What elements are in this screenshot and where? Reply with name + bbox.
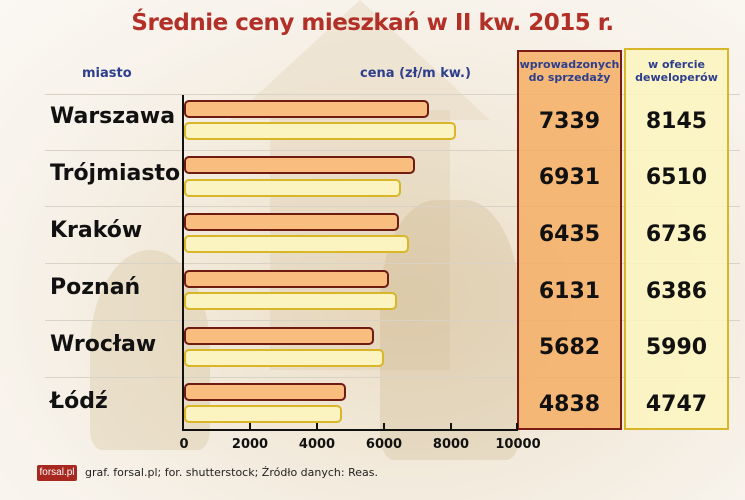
x-tick xyxy=(249,423,251,430)
bar-for-sale xyxy=(184,327,374,345)
row-divider xyxy=(45,320,740,321)
bar-developer-offer xyxy=(184,122,456,140)
value-for-sale: 4838 xyxy=(538,392,601,417)
value-developer-offer: 6736 xyxy=(645,222,708,247)
x-axis xyxy=(182,429,518,431)
column-developer-offer-header: w ofercie deweloperów xyxy=(635,58,718,84)
x-tick-label: 8000 xyxy=(432,437,470,452)
row-divider xyxy=(45,206,740,207)
bar-developer-offer xyxy=(184,235,409,253)
bar-developer-offer xyxy=(184,179,401,197)
forsal-logo: forsal.pl xyxy=(37,465,77,481)
header-price: cena (zł/m kw.) xyxy=(360,66,471,81)
city-label: Łódź xyxy=(50,389,108,414)
row-divider xyxy=(45,150,740,151)
column-for-sale-header: wprowadzonych do sprzedaży xyxy=(519,58,620,84)
row-divider xyxy=(45,263,740,264)
bar-for-sale xyxy=(184,383,346,401)
bar-for-sale xyxy=(184,100,429,118)
bar-developer-offer xyxy=(184,349,384,367)
bar-developer-offer xyxy=(184,405,342,423)
x-tick-label: 4000 xyxy=(298,437,336,452)
bar-for-sale xyxy=(184,270,389,288)
value-for-sale: 6435 xyxy=(538,222,601,247)
value-developer-offer: 6386 xyxy=(645,279,708,304)
source-credit: graf. forsal.pl; for. shutterstock; Źród… xyxy=(85,466,378,479)
column-developer-offer: w ofercie deweloperów 8145 6510 6736 638… xyxy=(624,48,729,430)
bar-for-sale xyxy=(184,213,399,231)
city-label: Trójmiasto xyxy=(50,161,181,186)
bar-developer-offer xyxy=(184,292,397,310)
x-tick-label: 0 xyxy=(179,437,189,452)
value-developer-offer: 8145 xyxy=(645,109,708,134)
x-tick xyxy=(383,423,385,430)
chart-title: Średnie ceny mieszkań w II kw. 2015 r. xyxy=(131,10,614,36)
value-for-sale: 7339 xyxy=(538,109,601,134)
column-for-sale: wprowadzonych do sprzedaży 7339 6931 643… xyxy=(517,50,622,430)
city-label: Warszawa xyxy=(50,104,176,129)
city-label: Poznań xyxy=(50,275,141,300)
bar-for-sale xyxy=(184,156,415,174)
value-developer-offer: 5990 xyxy=(645,335,708,360)
x-tick xyxy=(516,423,518,430)
header-city: miasto xyxy=(82,66,132,81)
row-divider xyxy=(45,377,740,378)
value-for-sale: 6131 xyxy=(538,279,601,304)
value-for-sale: 5682 xyxy=(538,335,601,360)
x-tick-label: 2000 xyxy=(231,437,269,452)
y-axis xyxy=(182,95,184,431)
city-label: Kraków xyxy=(50,218,143,243)
value-developer-offer: 6510 xyxy=(645,165,708,190)
x-tick-label: 6000 xyxy=(365,437,403,452)
row-divider xyxy=(45,94,740,95)
x-tick xyxy=(450,423,452,430)
x-tick-label: 10000 xyxy=(495,437,541,452)
x-tick xyxy=(316,423,318,430)
city-label: Wrocław xyxy=(50,332,157,357)
value-for-sale: 6931 xyxy=(538,165,601,190)
value-developer-offer: 4747 xyxy=(645,392,708,417)
